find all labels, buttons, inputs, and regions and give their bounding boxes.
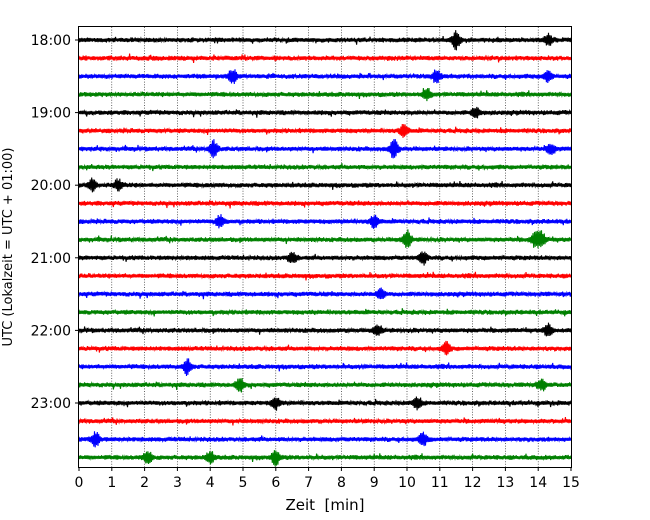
y-tick-label: 22:00 [31, 323, 71, 339]
trace-2300 [78, 396, 572, 411]
x-tick-label: 15 [562, 475, 580, 491]
x-axis-ticks: 0 1 2 3 4 5 6 7 8 9 10 11 12 13 14 15 [75, 467, 580, 491]
trace-1945 [78, 163, 572, 172]
y-tick-label: 18:00 [31, 33, 71, 49]
x-tick-label: 14 [529, 475, 547, 491]
trace-2230 [78, 358, 572, 377]
trace-1845 [78, 87, 572, 102]
y-tick-label: 23:00 [31, 396, 71, 412]
trace-2345 [78, 450, 572, 467]
trace-1915 [78, 123, 572, 138]
x-tick-label: 11 [431, 475, 449, 491]
trace-1900 [78, 106, 572, 119]
x-tick-label: 7 [304, 475, 313, 491]
trace-2330 [78, 431, 572, 448]
y-tick-label: 19:00 [31, 106, 71, 122]
trace-2145 [78, 308, 572, 317]
y-axis-ticks: 18:00 19:00 20:00 21:00 22:00 23:00 [31, 33, 79, 412]
trace-2200 [78, 322, 572, 337]
x-tick-label: 6 [271, 475, 280, 491]
trace-1930 [78, 139, 572, 159]
x-tick-label: 10 [398, 475, 416, 491]
y-axis-label: UTC (Lokalzeit = UTC + 01:00) [1, 148, 16, 347]
trace-2215 [78, 340, 572, 356]
x-tick-label: 2 [140, 475, 149, 491]
trace-2130 [78, 287, 572, 300]
trace-1815 [78, 53, 572, 63]
trace-1800 [78, 30, 572, 51]
trace-2115 [78, 271, 572, 281]
x-tick-label: 8 [337, 475, 346, 491]
plot-frame [78, 26, 572, 468]
trace-2245 [78, 378, 572, 393]
trace-2015 [78, 199, 572, 209]
x-tick-label: 0 [75, 475, 84, 491]
trace-1830 [78, 69, 572, 85]
trace-2045 [78, 229, 572, 249]
x-axis-label: Zeit [min] [285, 496, 364, 514]
x-tick-label: 4 [206, 475, 215, 491]
x-tick-label: 9 [370, 475, 379, 491]
x-tick-label: 5 [239, 475, 248, 491]
x-tick-label: 1 [107, 475, 116, 491]
trace-2000 [78, 177, 572, 193]
trace-2030 [78, 214, 572, 229]
x-tick-label: 12 [464, 475, 482, 491]
trace-2100 [78, 251, 572, 266]
trace-group [78, 30, 572, 467]
x-tick-label: 13 [496, 475, 514, 491]
trace-2315 [78, 417, 572, 426]
vertical-grid-lines [111, 27, 539, 467]
x-tick-label: 3 [173, 475, 182, 491]
y-tick-label: 21:00 [31, 251, 71, 267]
y-tick-label: 20:00 [31, 178, 71, 194]
